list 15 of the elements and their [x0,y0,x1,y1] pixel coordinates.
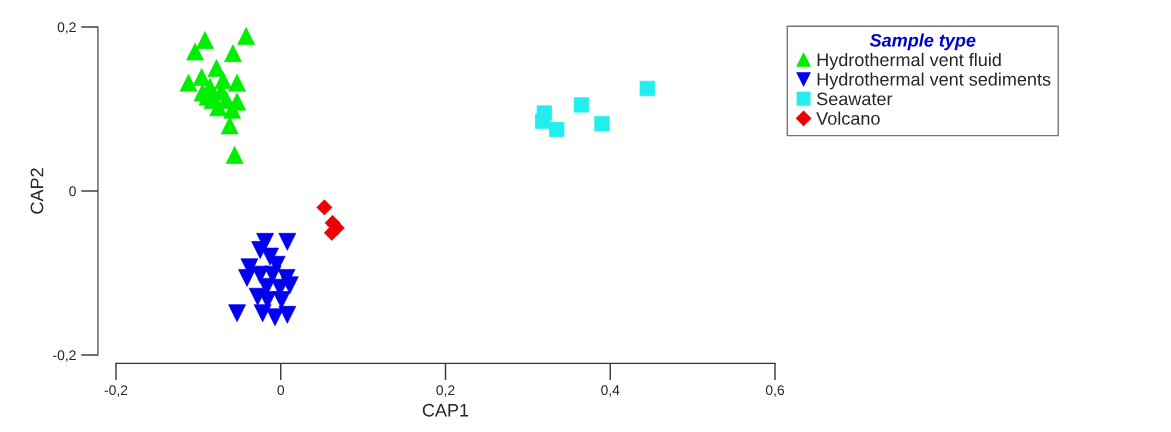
legend-label: Hydrothermal vent fluid [817,52,1001,70]
y-axis-title: CAP2 [30,168,44,214]
legend-title: Sample type [869,33,976,51]
x-axis-title: CAP1 [422,403,469,417]
legend-label: Volcano [816,111,880,125]
legend-label: Seawater [817,92,893,106]
x-tick-label: -0,2 [104,385,128,397]
y-tick-label: 0 [69,186,76,197]
legend-label: Hydrothermal vent sediments [817,72,1051,90]
x-tick-label: 0,2 [436,385,455,397]
x-tick-label: 0,6 [765,385,785,397]
y-tick-label: 0,2 [57,22,76,34]
x-tick-label: 0,4 [601,385,620,397]
x-tick-label: 0 [277,385,285,396]
y-tick-label: -0,2 [53,350,76,362]
